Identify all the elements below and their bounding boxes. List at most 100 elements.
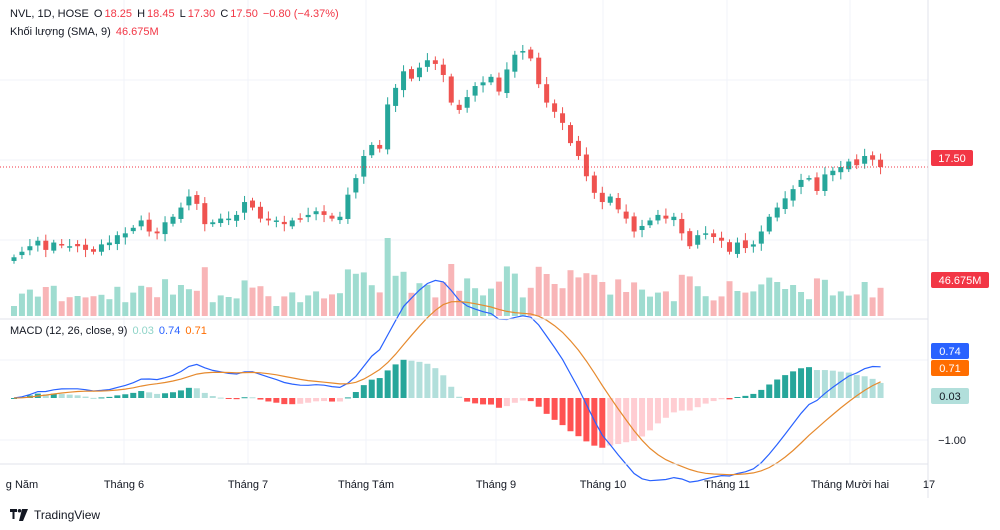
candle-body bbox=[353, 178, 359, 193]
candle-body bbox=[536, 57, 542, 85]
macd-histogram-bar bbox=[376, 378, 383, 398]
macd-histogram-bar bbox=[74, 395, 81, 398]
candle-body bbox=[91, 249, 96, 252]
candle-body bbox=[265, 218, 271, 221]
candle-body bbox=[838, 167, 844, 173]
macd-label[interactable]: MACD (12, 26, close, 9) bbox=[10, 325, 128, 337]
macd-histogram-bar bbox=[495, 398, 502, 408]
macd-histogram-bar bbox=[464, 398, 471, 402]
volume-bar bbox=[122, 302, 129, 316]
macd-histogram-bar bbox=[631, 398, 638, 441]
volume-bar bbox=[313, 291, 320, 316]
macd-histogram-bar bbox=[241, 397, 248, 399]
candle-body bbox=[798, 179, 804, 187]
candle-body bbox=[51, 242, 57, 251]
candle-body bbox=[719, 237, 725, 241]
macd-histogram-bar bbox=[114, 395, 121, 398]
candle-body bbox=[98, 244, 104, 252]
macd-histogram-bar bbox=[519, 398, 526, 401]
macd-histogram-bar bbox=[11, 398, 17, 399]
volume-bar bbox=[162, 279, 169, 316]
macd-histogram-bar bbox=[225, 398, 232, 399]
candle-body bbox=[424, 60, 430, 67]
svg-text:46.675M: 46.675M bbox=[939, 275, 982, 287]
volume-bar bbox=[647, 296, 653, 316]
low-label: L bbox=[179, 8, 186, 20]
volume-bar bbox=[424, 284, 431, 316]
macd-histogram-bar bbox=[432, 368, 439, 398]
last-price-tag: 17.50 bbox=[931, 150, 973, 166]
candle-body bbox=[409, 69, 414, 79]
candle-body bbox=[806, 178, 812, 180]
volume-bar bbox=[34, 296, 41, 316]
macd-histogram-bar bbox=[639, 398, 646, 437]
volume-bar bbox=[527, 287, 534, 316]
macd-histogram-bar bbox=[448, 386, 455, 398]
svg-text:0.74: 0.74 bbox=[939, 346, 960, 358]
volume-bar bbox=[639, 289, 646, 316]
volume-bar bbox=[26, 289, 33, 316]
volume-bar bbox=[233, 298, 240, 316]
volume-bar bbox=[368, 285, 375, 316]
macd-line bbox=[13, 279, 881, 483]
candle-body bbox=[178, 207, 184, 219]
macd-histogram-bar bbox=[774, 379, 781, 398]
volume-bar bbox=[782, 289, 789, 316]
tradingview-logo-icon bbox=[10, 509, 28, 521]
macd-histogram-bar bbox=[726, 398, 733, 400]
volume-bar bbox=[726, 281, 733, 316]
macd-histogram-bar bbox=[575, 398, 582, 437]
macd-histogram-bar bbox=[535, 398, 542, 407]
price-candles bbox=[11, 44, 884, 264]
candle-body bbox=[464, 97, 470, 108]
macd-histogram-bar bbox=[559, 398, 566, 426]
candle-body bbox=[663, 215, 669, 219]
volume-bar bbox=[654, 292, 661, 316]
volume-bar bbox=[702, 296, 709, 316]
macd-histogram-bar bbox=[670, 398, 677, 413]
macd-histogram-bar bbox=[400, 359, 407, 398]
volume-bar bbox=[392, 275, 399, 316]
macd-histogram-bar bbox=[821, 370, 828, 398]
footer-brand[interactable]: TradingView bbox=[10, 508, 100, 522]
macd-histogram-bar bbox=[297, 398, 304, 404]
macd-histogram-bar bbox=[336, 398, 343, 402]
macd-histogram-bar bbox=[217, 397, 224, 399]
macd-histogram-bar bbox=[106, 396, 113, 398]
symbol-label[interactable]: NVL, 1D, HOSE bbox=[10, 8, 89, 20]
candle-body bbox=[679, 218, 685, 234]
macd-histogram-bar bbox=[647, 398, 653, 431]
volume-bar bbox=[750, 291, 757, 316]
volume-bar bbox=[607, 294, 614, 316]
volume-bar bbox=[241, 280, 248, 316]
change-value: −0.80 (−4.37%) bbox=[262, 8, 339, 20]
volume-bar bbox=[623, 292, 630, 316]
candle-body bbox=[83, 244, 89, 250]
candle-body bbox=[440, 64, 446, 75]
candle-body bbox=[854, 159, 860, 166]
macd-histogram-bar bbox=[758, 389, 765, 398]
macd-histogram-bar bbox=[766, 384, 773, 398]
volume-bar bbox=[305, 295, 312, 316]
volume-bar bbox=[798, 292, 805, 316]
volume-bar bbox=[336, 293, 343, 316]
macd-axis-label: −1.00 bbox=[938, 435, 966, 447]
volume-bar bbox=[456, 290, 463, 316]
histogram-tag: 0.03 bbox=[931, 388, 969, 404]
macd-tag: 0.74 bbox=[931, 343, 969, 359]
candle-body bbox=[544, 84, 550, 103]
macd-histogram-bar bbox=[845, 372, 852, 398]
macd-histogram-bar bbox=[138, 391, 145, 398]
candle-body bbox=[345, 194, 351, 219]
volume-label[interactable]: Khối lượng (SMA, 9) bbox=[10, 26, 111, 38]
macd-histogram-bar bbox=[662, 398, 669, 418]
macd-histogram-bar bbox=[837, 371, 844, 398]
candle-body bbox=[257, 206, 263, 219]
macd-histogram-bar bbox=[583, 398, 590, 442]
volume-bar bbox=[138, 285, 145, 316]
volume-bar bbox=[193, 290, 200, 316]
macd-histogram-bar bbox=[654, 398, 661, 424]
volume-bar bbox=[329, 294, 335, 316]
volume-bar bbox=[583, 273, 590, 316]
